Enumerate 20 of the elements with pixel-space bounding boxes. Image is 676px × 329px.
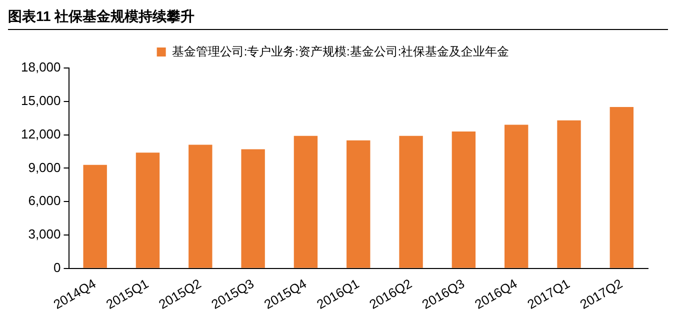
bar [294,136,318,268]
y-tick-label: 15,000 [20,92,61,108]
y-tick-label: 0 [54,260,61,275]
bar [504,124,528,268]
y-tick-label: 3,000 [28,226,61,242]
bar [346,140,370,268]
y-tick-label: 18,000 [20,60,61,75]
bar [188,144,212,268]
legend-label: 基金管理公司:专户业务:资产规模:基金公司:社保基金及企业年金 [172,44,510,58]
y-tick-label: 6,000 [28,193,61,208]
bar [452,131,476,268]
bar [241,149,265,268]
chart-title: 图表11 社保基金规模持续攀升 [8,8,668,30]
y-tick-label: 9,000 [28,160,61,175]
bar [136,152,160,268]
bar [610,106,634,268]
bar [399,136,423,268]
y-tick-label: 12,000 [20,126,61,142]
bar [557,120,581,268]
bar [83,164,107,268]
